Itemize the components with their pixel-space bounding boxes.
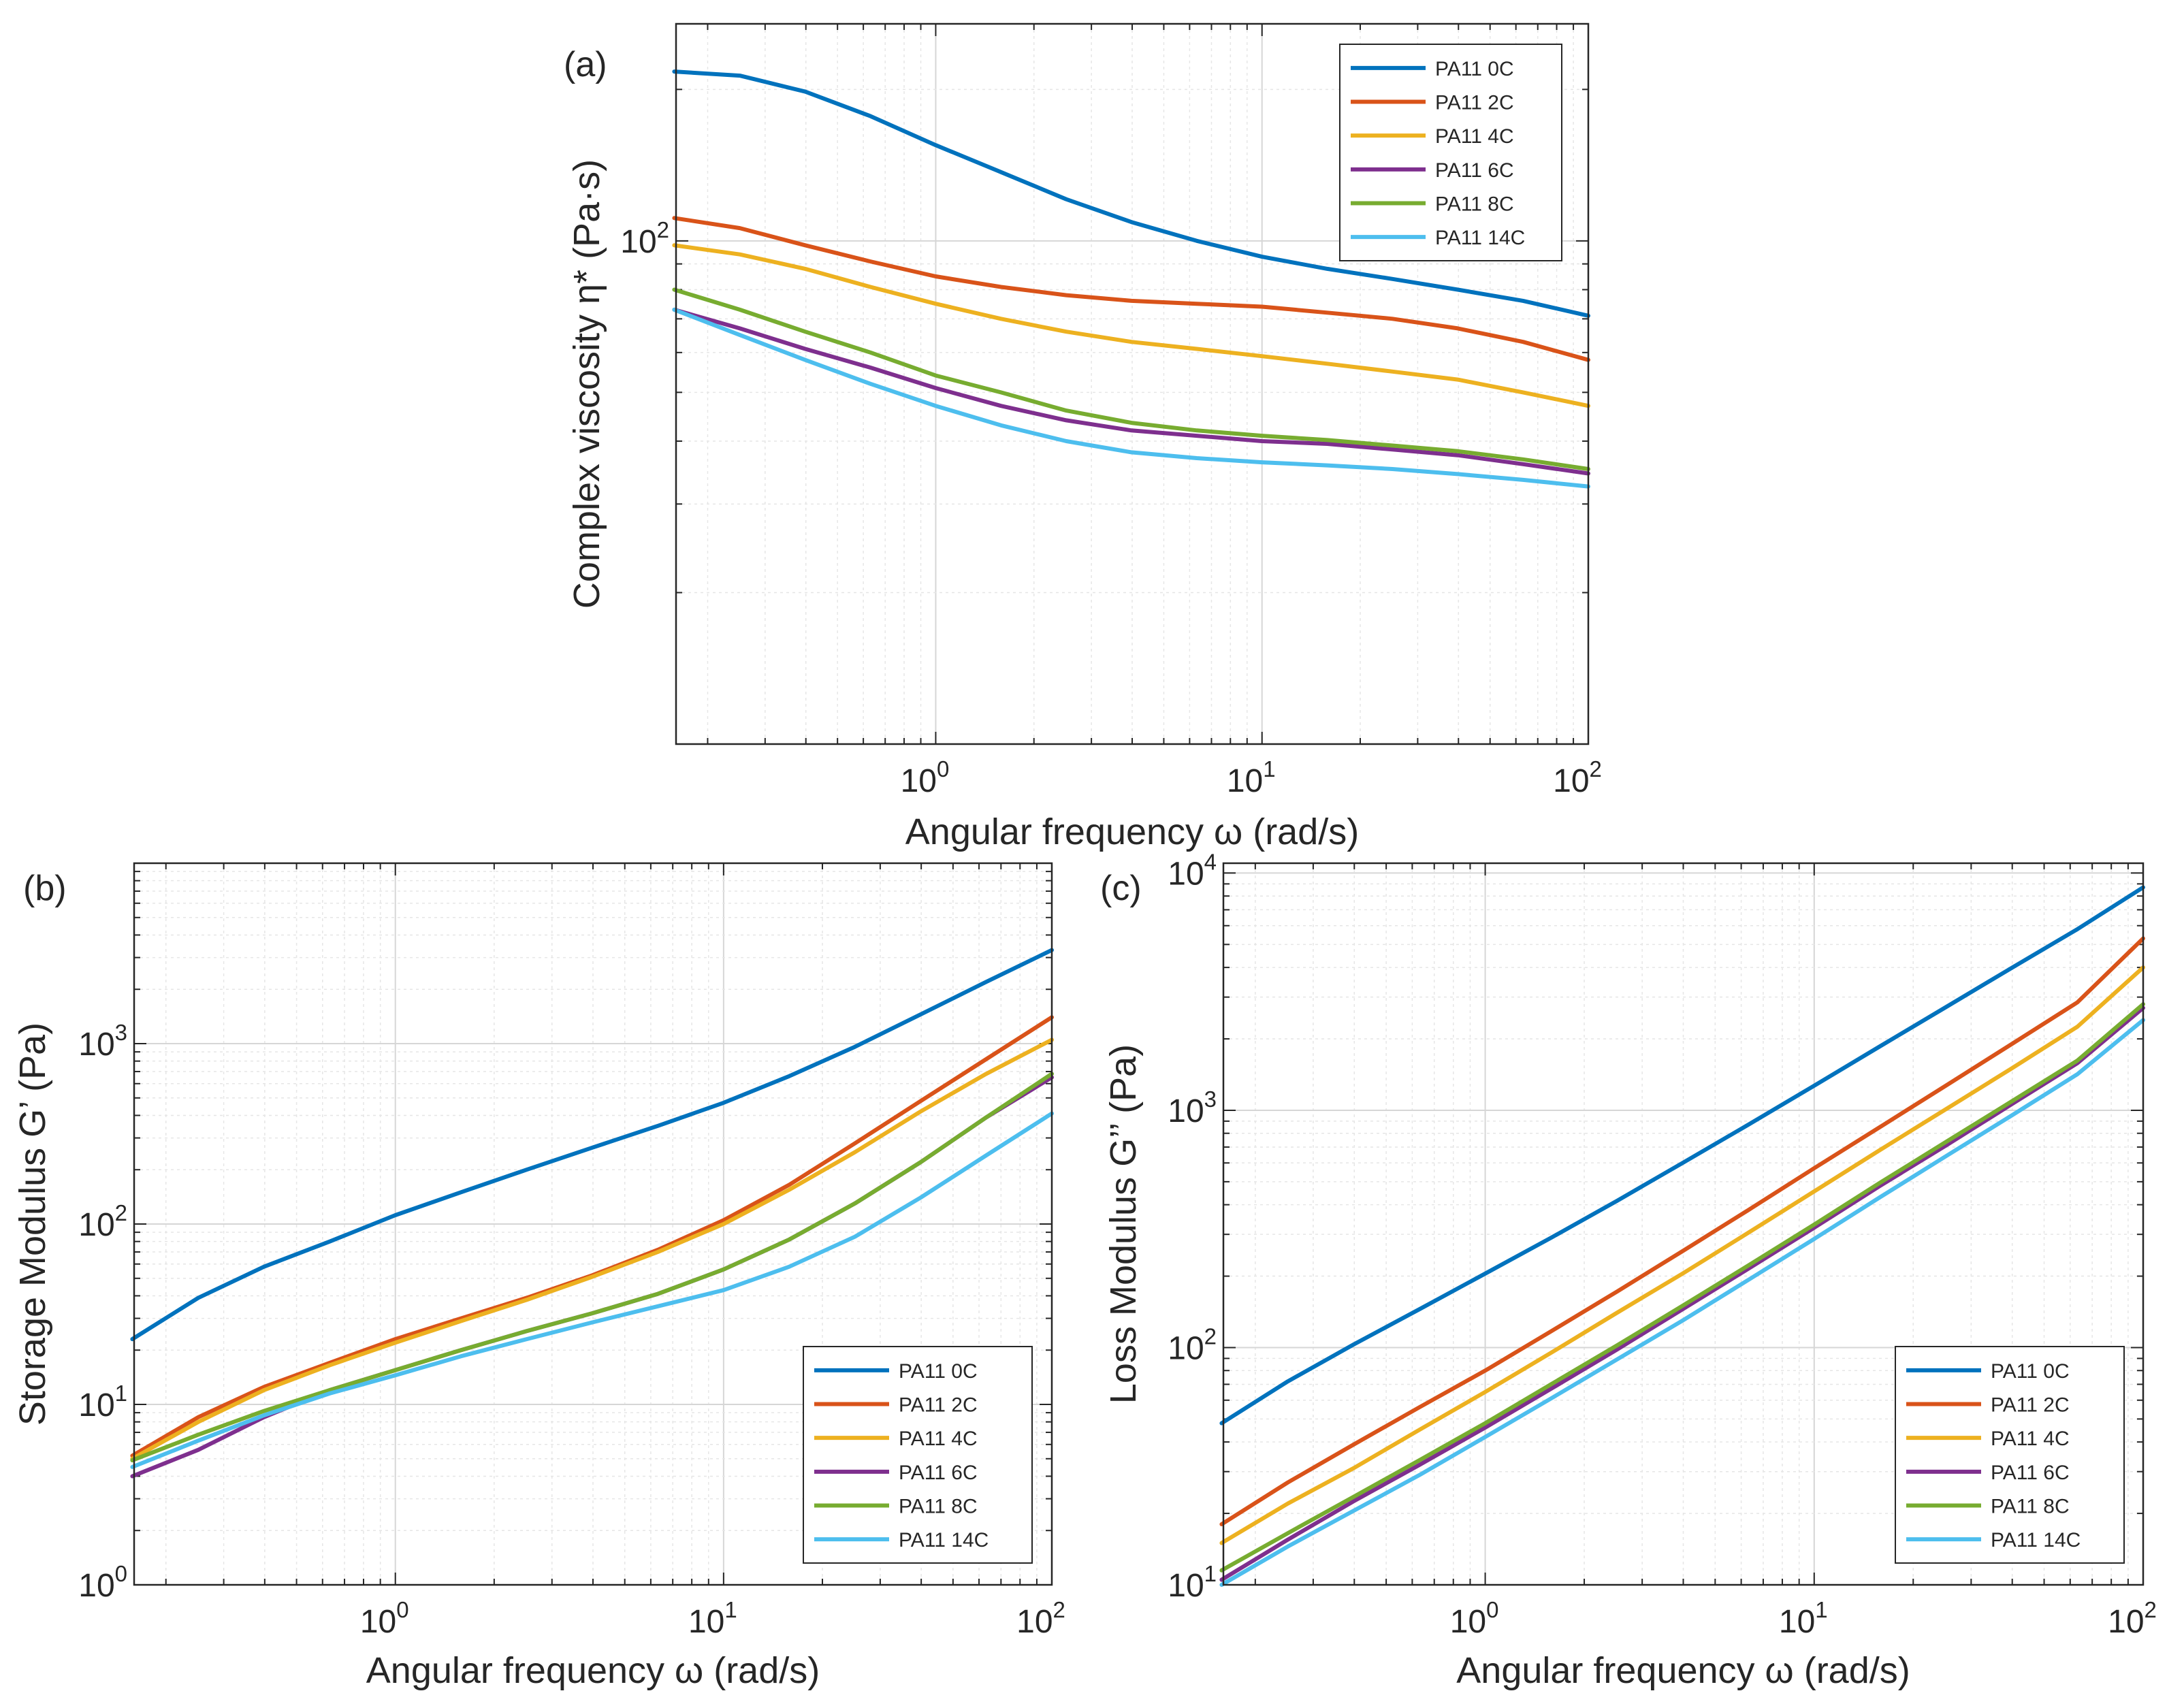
legend-entry-label: PA11 14C [1991, 1529, 2081, 1551]
panel-label: (c) [1100, 869, 1142, 908]
y-axis-label: Storage Modulus G’ (Pa) [12, 1023, 53, 1426]
x-tick-label: 100 [1450, 1597, 1499, 1640]
legend-entry-label: PA11 6C [899, 1462, 978, 1484]
series-line-pa11-0c [1219, 885, 2145, 1426]
x-tick-label: 101 [1779, 1597, 1828, 1640]
axes-frame [1222, 862, 2145, 1586]
x-tick-label: 102 [1553, 756, 1602, 799]
y-axis-label: Loss Modulus G’’ (Pa) [1103, 1044, 1144, 1404]
legend-entry-label: PA11 0C [899, 1360, 978, 1383]
x-axis-label: Angular frequency ω (rad/s) [1456, 1650, 1910, 1691]
series-line-pa11-6c [1219, 1005, 2145, 1582]
series-line-pa11-8c [130, 1072, 1054, 1463]
series-line-pa11-14c [672, 307, 1590, 489]
axes-frame [133, 862, 1053, 1586]
y-tick-label: 103 [1168, 1087, 1217, 1129]
panel-label: (a) [564, 45, 607, 84]
legend-entry-label: PA11 4C [1991, 1428, 2070, 1450]
series-line-pa11-0c [672, 69, 1590, 318]
legend-entry-label: PA11 6C [1991, 1462, 2070, 1484]
series-line-pa11-8c [1219, 1002, 2145, 1573]
axes-frame [675, 22, 1590, 745]
x-axis-label: Angular frequency ω (rad/s) [366, 1650, 820, 1691]
x-tick-label: 100 [360, 1597, 409, 1640]
legend-entry-label: PA11 2C [1435, 92, 1514, 114]
series-line-pa11-14c [1219, 1018, 2145, 1587]
legend-entry-label: PA11 2C [899, 1394, 978, 1417]
x-tick-label: 101 [1227, 756, 1276, 799]
legend-entry-label: PA11 6C [1435, 159, 1514, 182]
y-tick-label: 101 [1168, 1561, 1217, 1604]
panel-a: 100 101 102 102 Angular frequency ω (rad/s) C… [564, 22, 1602, 852]
y-tick-label: 102 [1168, 1323, 1217, 1366]
legend-entry-label: PA11 14C [1435, 227, 1525, 249]
legend-box [803, 1346, 1033, 1564]
y-tick-label: 103 [78, 1020, 127, 1063]
legend: PA11 0C PA11 2C PA11 4C PA11 6C PA11 8C PA11 … [1895, 1346, 2125, 1564]
series-line-pa11-4c [672, 243, 1590, 408]
series-line-pa11-4c [1219, 965, 2145, 1545]
legend-entry-label: PA11 4C [1435, 125, 1514, 148]
y-tick-label: 104 [1168, 849, 1217, 892]
x-tick-label: 101 [688, 1597, 737, 1640]
legend: PA11 0C PA11 2C PA11 4C PA11 6C PA11 8C PA11 … [803, 1346, 1033, 1564]
series-line-pa11-14c [130, 1111, 1054, 1469]
series-line-pa11-8c [672, 287, 1590, 471]
legend-entry-label: PA11 2C [1991, 1394, 2070, 1417]
legend-entry-label: PA11 14C [899, 1529, 989, 1551]
panel-b: 100 101 102 100 101 102 103 Angular frequency ω… [12, 862, 1065, 1691]
x-tick-label: 100 [901, 756, 950, 799]
tick-marks [676, 24, 1589, 745]
legend-entry-label: PA11 8C [899, 1496, 978, 1518]
legend: PA11 0C PA11 2C PA11 4C PA11 6C PA11 8C PA11 … [1339, 44, 1562, 261]
legend-entry-label: PA11 8C [1991, 1496, 2070, 1518]
x-tick-label: 102 [2108, 1597, 2157, 1640]
legend-box [1339, 44, 1562, 261]
x-axis-label: Angular frequency ω (rad/s) [905, 811, 1359, 852]
panel-label: (b) [23, 869, 67, 908]
series-line-pa11-4c [130, 1037, 1054, 1461]
legend-entry-label: PA11 4C [899, 1428, 978, 1450]
y-tick-label: 102 [78, 1200, 127, 1243]
legend-entry-label: PA11 0C [1435, 58, 1514, 80]
legend-entry-label: PA11 8C [1435, 193, 1514, 216]
series-line-pa11-6c [672, 307, 1590, 476]
y-tick-label: 102 [620, 217, 669, 260]
legend-entry-label: PA11 0C [1991, 1360, 2070, 1383]
y-tick-label: 100 [78, 1561, 127, 1604]
y-axis-label: Complex viscosity η* (Pa·s) [566, 159, 607, 609]
panel-c: 100 101 102 101 102 103 104 Angular frequency ω… [1100, 849, 2157, 1691]
series-line-pa11-2c [1219, 936, 2145, 1526]
series-line-pa11-2c [672, 216, 1590, 362]
series-line-pa11-0c [130, 948, 1054, 1342]
y-tick-label: 101 [78, 1381, 127, 1423]
legend-box [1895, 1346, 2125, 1564]
tick-marks [1223, 863, 2144, 1586]
x-tick-label: 102 [1016, 1597, 1065, 1640]
